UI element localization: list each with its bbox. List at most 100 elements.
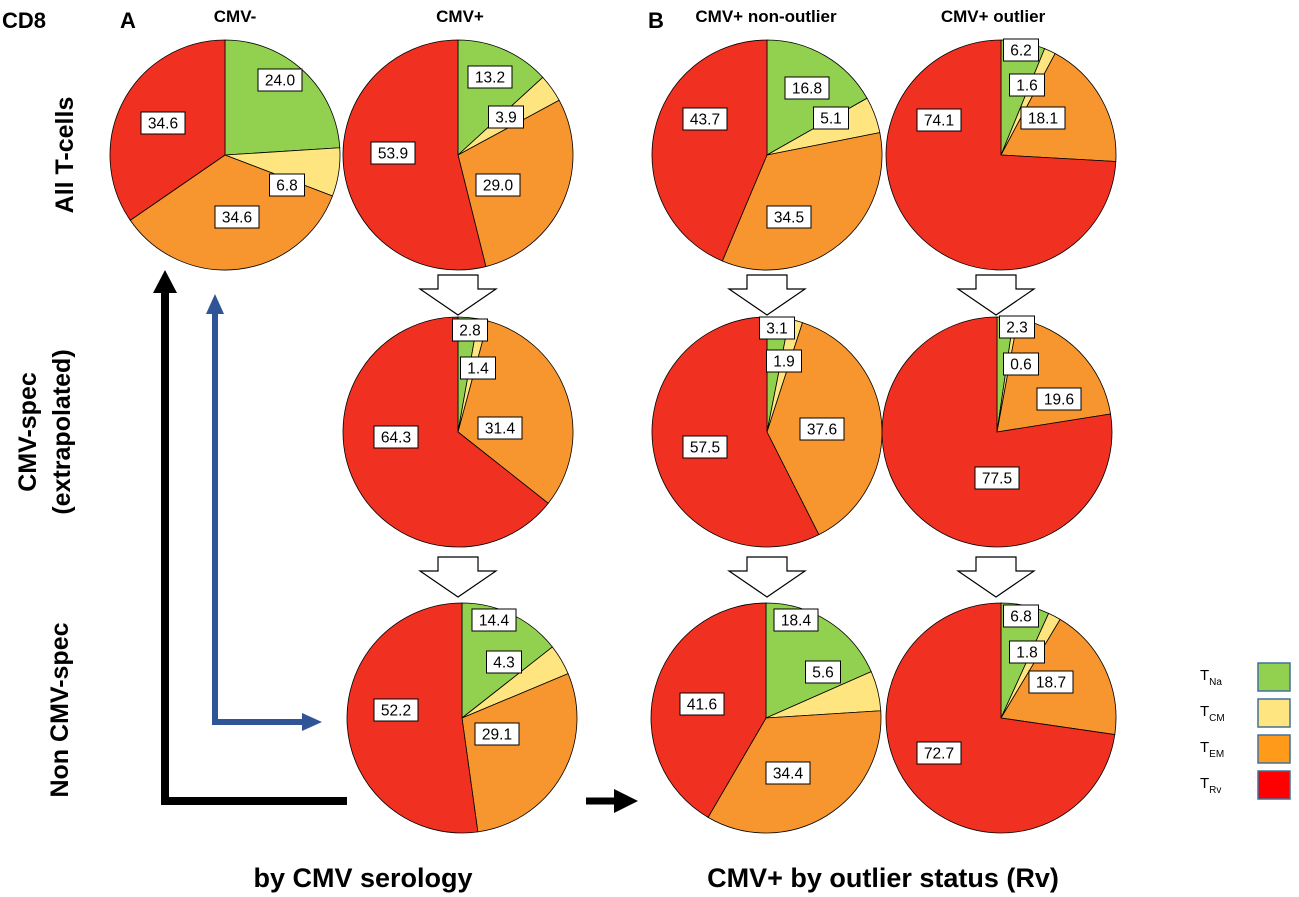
data-label-text: 6.8 <box>276 178 298 195</box>
data-label-text: 5.6 <box>812 665 834 682</box>
data-label: 34.4 <box>765 761 811 785</box>
data-label-text: 18.1 <box>1028 111 1058 128</box>
data-label-text: 19.6 <box>1044 392 1074 409</box>
legend-label: TNa <box>1200 667 1222 688</box>
data-label-box <box>475 173 521 197</box>
data-label-text: 31.4 <box>485 421 516 438</box>
data-label-box <box>766 205 812 229</box>
legend-swatch-tcm <box>1257 698 1291 728</box>
data-label-text: 74.1 <box>924 113 954 130</box>
data-label-text: 3.1 <box>766 321 788 338</box>
data-label: 31.4 <box>477 416 523 440</box>
data-label-text: 1.9 <box>773 354 795 371</box>
legend-label: TCM <box>1200 703 1225 724</box>
data-label: 6.8 <box>1003 604 1039 628</box>
data-label-box <box>269 173 305 197</box>
legend-swatch-trv <box>1257 770 1291 800</box>
data-label-box <box>460 356 496 380</box>
panel-b-label: B <box>648 8 664 33</box>
blue-arrowhead-right <box>302 713 322 731</box>
data-label: 77.5 <box>974 466 1020 490</box>
data-label: 34.6 <box>214 205 260 229</box>
data-label: 72.7 <box>916 741 962 765</box>
data-label: 29.0 <box>475 173 521 197</box>
data-label: 13.2 <box>467 65 513 89</box>
black-return-arrowhead <box>153 270 177 293</box>
data-label: 3.9 <box>488 105 524 129</box>
data-label: 0.6 <box>1003 352 1039 376</box>
data-label-text: 3.9 <box>495 110 517 127</box>
pie-slice-trv <box>885 602 1116 834</box>
data-label-box <box>373 698 419 722</box>
down-arrow <box>727 556 807 598</box>
data-label-text: 29.0 <box>483 178 514 195</box>
panel-a-label: A <box>120 8 136 33</box>
data-label: 18.1 <box>1020 106 1066 130</box>
data-label: 34.5 <box>766 205 812 229</box>
data-label-box <box>805 660 841 684</box>
data-label-text: 14.4 <box>479 613 510 630</box>
legend: TNa TCM TEM TRv <box>1200 662 1291 800</box>
data-label-box <box>474 722 520 746</box>
pie-chart: 6.2 1.6 18.1 74.1 <box>885 38 1117 271</box>
pie-chart: 6.8 1.8 18.7 72.7 <box>885 602 1117 834</box>
data-label: 37.6 <box>799 417 845 441</box>
column-header-cmv-pos: CMV+ <box>436 7 484 26</box>
data-label-box <box>1028 670 1074 694</box>
data-label: 64.3 <box>373 425 419 449</box>
pie-chart: 14.4 4.3 29.1 52.2 <box>346 602 578 834</box>
footer-by-serology: by CMV serology <box>253 863 472 893</box>
down-arrow <box>956 274 1036 316</box>
legend-subscript: CM <box>1209 713 1225 724</box>
data-label: 4.3 <box>486 650 522 674</box>
data-label-box <box>257 68 303 92</box>
down-arrows <box>418 274 1036 598</box>
pie-chart: 2.3 0.6 19.6 77.5 <box>881 315 1113 548</box>
data-label: 16.8 <box>784 76 830 100</box>
data-label-text: 5.1 <box>820 111 842 128</box>
data-label: 1.6 <box>1009 73 1045 97</box>
data-label: 1.4 <box>460 356 496 380</box>
data-label-box <box>1003 352 1039 376</box>
data-label-box <box>999 315 1035 339</box>
data-label: 74.1 <box>916 108 962 132</box>
data-label-text: 0.6 <box>1010 357 1032 374</box>
data-label-text: 43.7 <box>690 112 720 129</box>
data-label-box <box>214 205 260 229</box>
pie-slice-tem <box>461 673 578 833</box>
row-label-non-cmv-spec: Non CMV-spec <box>46 622 74 797</box>
data-label: 2.3 <box>999 315 1035 339</box>
data-label: 2.8 <box>452 318 488 342</box>
data-label-box <box>373 425 419 449</box>
legend-subscript: EM <box>1209 749 1224 760</box>
data-label: 24.0 <box>257 68 303 92</box>
down-arrow <box>727 274 807 316</box>
data-label-box <box>1003 38 1039 62</box>
black-return-arrow <box>161 288 347 805</box>
pie-slice-trv <box>651 316 820 548</box>
pie-charts: 24.0 6.8 34.6 34.6 13.2 3.9 29.0 53.9 16.8 5.1 34.… <box>109 38 1117 834</box>
data-label-text: 18.7 <box>1036 675 1066 692</box>
data-label-text: 2.3 <box>1006 320 1028 337</box>
data-label-box <box>477 416 523 440</box>
data-label-text: 52.2 <box>381 703 411 720</box>
data-label-box <box>370 141 416 165</box>
pie-chart: 18.4 5.6 34.4 41.6 <box>650 602 882 834</box>
data-label: 19.6 <box>1036 387 1082 411</box>
data-label-text: 77.5 <box>982 471 1012 488</box>
legend-label: TEM <box>1200 739 1224 760</box>
pie-chart: 24.0 6.8 34.6 34.6 <box>109 39 341 271</box>
data-label: 57.5 <box>682 435 728 459</box>
data-label-text: 13.2 <box>475 70 505 87</box>
pie-slice-trv <box>651 39 768 262</box>
data-label-box <box>682 107 728 131</box>
data-label-box <box>974 466 1020 490</box>
legend-subscript: Na <box>1209 677 1222 688</box>
legend-label: TRv <box>1200 775 1221 796</box>
pie-slice-trv <box>342 316 549 548</box>
pie-slice-trv <box>881 316 1113 548</box>
pie-slice-trv <box>885 39 1117 271</box>
data-label: 3.1 <box>759 316 795 340</box>
data-label-text: 29.1 <box>482 727 512 744</box>
